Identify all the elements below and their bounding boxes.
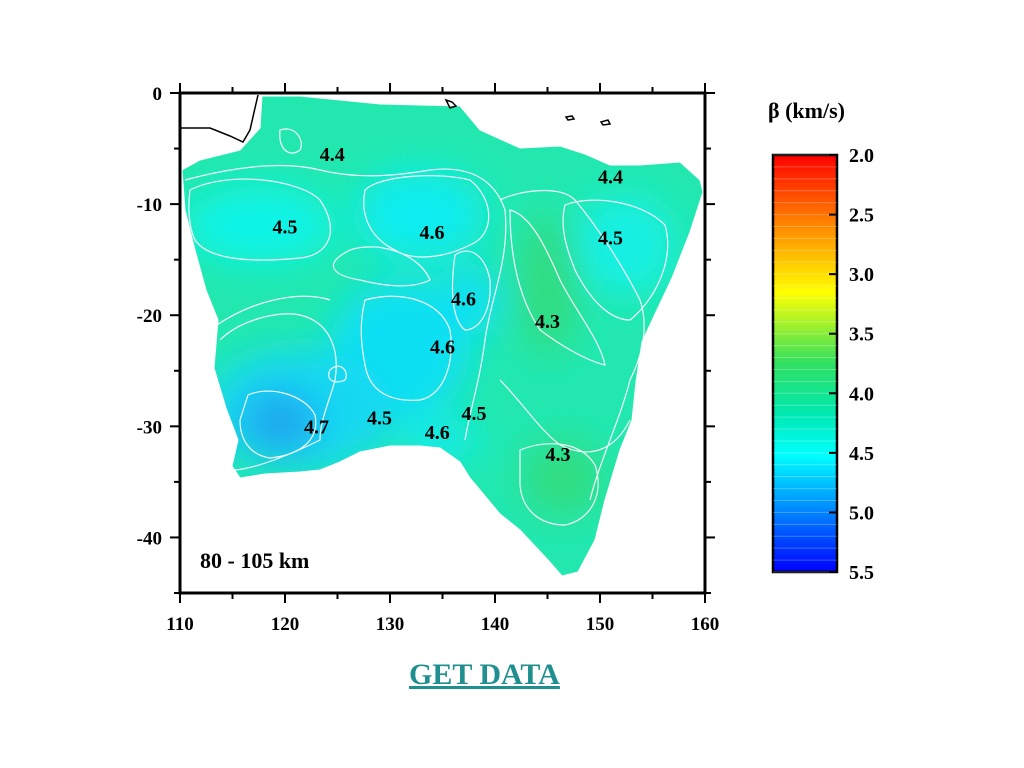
contour-label: 4.3 xyxy=(546,444,571,466)
contour-label: 4.7 xyxy=(304,416,329,438)
colorbar-title: β (km/s) xyxy=(768,98,845,123)
get-data-link[interactable]: GET DATA xyxy=(409,658,560,691)
colorbar-tick-label: 2.5 xyxy=(849,205,874,227)
contour-label: 4.3 xyxy=(535,311,560,333)
y-tick-label: -20 xyxy=(137,306,162,327)
contour-label-group: 4.4 4.5 4.6 4.4 4.5 4.6 4.3 4.6 4.7 4.5 4.6 4.5 4.3 xyxy=(273,144,624,466)
x-tick-label: 130 xyxy=(376,614,405,635)
y-axis: 0 -10 -20 -30 -40 xyxy=(137,84,715,594)
contour-label: 4.6 xyxy=(420,222,445,244)
x-tick-label: 160 xyxy=(691,614,720,635)
contour-label: 4.6 xyxy=(430,336,455,358)
island-coastlines xyxy=(180,94,612,143)
contour-label: 4.6 xyxy=(425,422,450,444)
contour-label: 4.4 xyxy=(320,144,345,166)
contour-label: 4.5 xyxy=(462,403,487,425)
depth-range-label: 80 - 105 km xyxy=(200,548,309,573)
y-tick-label: -30 xyxy=(137,417,162,438)
y-tick-label: -40 xyxy=(137,528,162,549)
contour-label: 4.5 xyxy=(598,227,623,249)
x-axis: 110 120 130 140 150 160 xyxy=(166,83,719,635)
x-tick-label: 120 xyxy=(271,614,300,635)
colorbar-ticks: 2.0 2.5 3.0 3.5 4.0 4.5 5.0 5.5 xyxy=(829,145,874,584)
coastline xyxy=(181,95,704,577)
colorbar-tick-label: 5.0 xyxy=(849,502,874,524)
contour-lines xyxy=(184,128,669,526)
colorbar-tick-label: 4.5 xyxy=(849,443,874,465)
colorbar-bands xyxy=(773,154,837,573)
x-tick-label: 140 xyxy=(481,614,510,635)
x-tick-label: 110 xyxy=(166,614,193,635)
contour-label: 4.5 xyxy=(273,216,298,238)
colorbar-tick-label: 4.0 xyxy=(849,383,874,405)
colorbar-gradient xyxy=(771,153,839,574)
colorbar-tick-label: 3.0 xyxy=(849,264,874,286)
y-tick-label: -10 xyxy=(137,195,162,216)
colorbar-tick-label: 5.5 xyxy=(849,562,874,584)
contour-label: 4.6 xyxy=(451,289,476,311)
colorbar: β (km/s) 2.0 2.5 3.0 3.5 4.0 4.5 5.0 5.5 xyxy=(768,98,874,584)
colorbar-tick-label: 3.5 xyxy=(849,324,874,346)
contour-label: 4.5 xyxy=(367,407,392,429)
x-tick-label: 150 xyxy=(586,614,615,635)
contour-label: 4.4 xyxy=(598,166,623,188)
y-tick-label: 0 xyxy=(153,84,163,105)
colorbar-tick-label: 2.0 xyxy=(849,145,874,167)
